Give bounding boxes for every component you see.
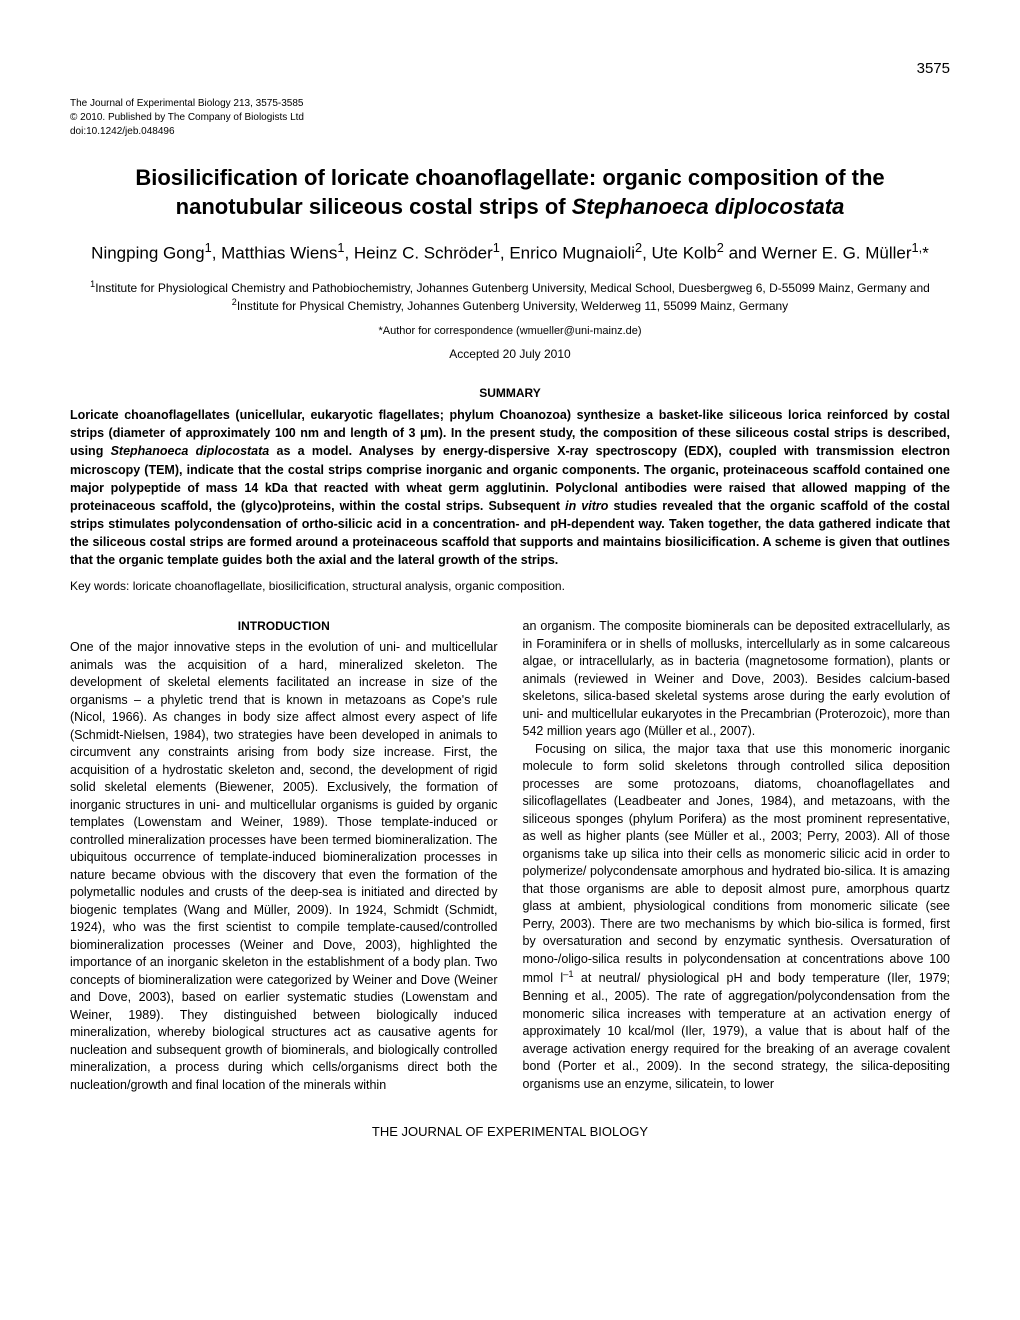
summary-heading: SUMMARY xyxy=(70,386,950,400)
journal-line2: © 2010. Published by The Company of Biol… xyxy=(70,111,950,125)
authors: Ningping Gong1, Matthias Wiens1, Heinz C… xyxy=(70,239,950,265)
article-title: Biosilicification of loricate choanoflag… xyxy=(70,164,950,221)
left-column: INTRODUCTION One of the major innovative… xyxy=(70,618,498,1094)
journal-info: The Journal of Experimental Biology 213,… xyxy=(70,97,950,139)
body-columns: INTRODUCTION One of the major innovative… xyxy=(70,618,950,1094)
intro-text-right-p2: Focusing on silica, the major taxa that … xyxy=(523,741,951,1093)
keywords: Key words: loricate choanoflagellate, bi… xyxy=(70,579,950,593)
correspondence: *Author for correspondence (wmueller@uni… xyxy=(70,325,950,337)
summary-text: Loricate choanoflagellates (unicellular,… xyxy=(70,406,950,569)
journal-line1: The Journal of Experimental Biology 213,… xyxy=(70,97,950,111)
footer-journal: THE JOURNAL OF EXPERIMENTAL BIOLOGY xyxy=(70,1124,950,1139)
intro-text-right-p1: an organism. The composite biominerals c… xyxy=(523,618,951,741)
page-number: 3575 xyxy=(70,60,950,77)
right-column: an organism. The composite biominerals c… xyxy=(523,618,951,1094)
intro-heading: INTRODUCTION xyxy=(70,618,498,635)
accepted-date: Accepted 20 July 2010 xyxy=(70,347,950,361)
journal-line3: doi:10.1242/jeb.048496 xyxy=(70,125,950,139)
affiliations: 1Institute for Physiological Chemistry a… xyxy=(70,278,950,316)
intro-text-left: One of the major innovative steps in the… xyxy=(70,639,498,1094)
